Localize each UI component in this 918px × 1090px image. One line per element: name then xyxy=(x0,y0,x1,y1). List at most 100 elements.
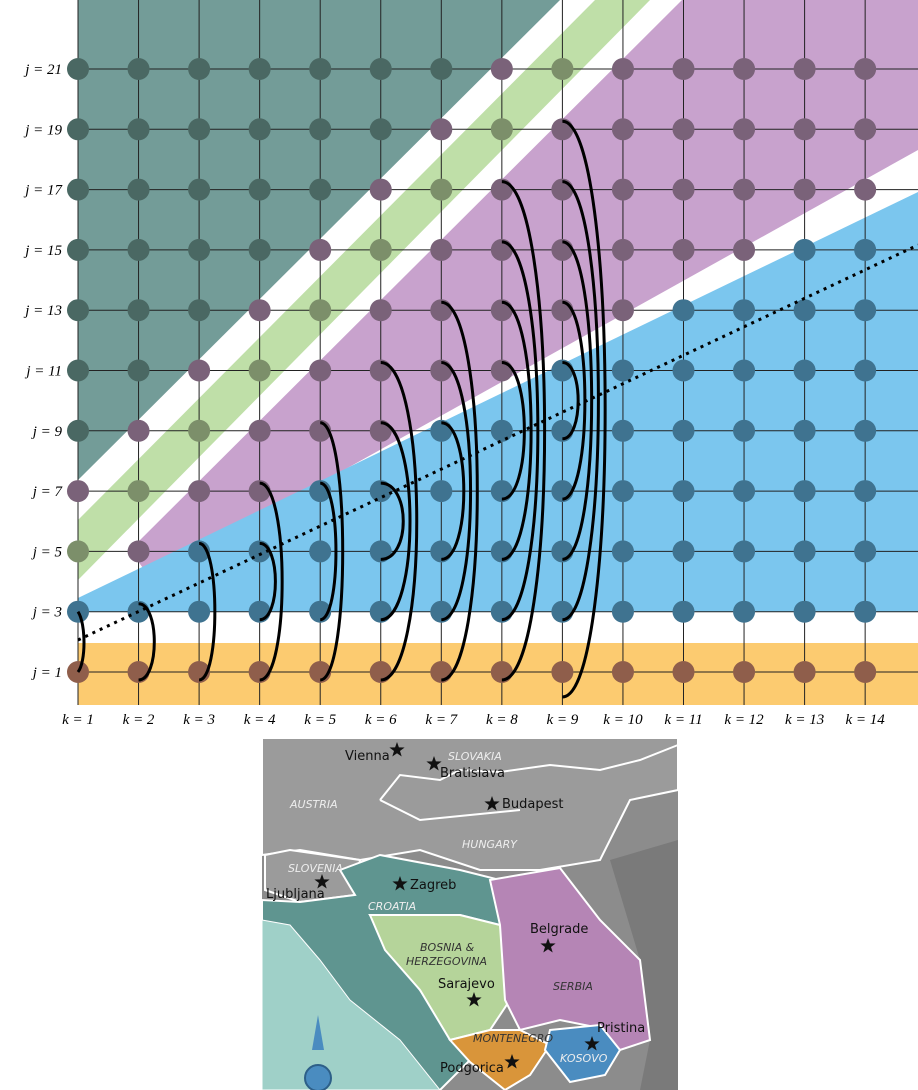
region-blue xyxy=(78,192,918,612)
lattice-dot xyxy=(188,600,211,623)
loop xyxy=(501,300,533,561)
country-label: KOSOVO xyxy=(560,1052,608,1065)
loop xyxy=(380,421,412,622)
country-label: AUSTRIA xyxy=(289,798,338,811)
lattice-dot xyxy=(854,299,877,322)
loop xyxy=(561,240,594,561)
lattice-dot xyxy=(672,661,695,683)
lattice-dot xyxy=(188,299,211,322)
lattice-dot xyxy=(672,359,695,382)
lattice-dot xyxy=(248,178,271,201)
loop xyxy=(319,421,345,682)
lattice-dot xyxy=(188,419,211,442)
city-label: Sarajevo xyxy=(438,977,495,992)
loop xyxy=(440,421,466,561)
lattice-dot xyxy=(369,58,392,80)
column-label: k = 4 xyxy=(244,712,276,728)
loop xyxy=(138,602,156,682)
lattice-dot xyxy=(733,419,756,442)
city-label: Belgrade xyxy=(530,922,588,937)
lattice-dot xyxy=(611,58,634,80)
lattice-dot xyxy=(854,118,877,141)
lattice-dot xyxy=(490,540,513,563)
column-label: k = 7 xyxy=(425,712,458,728)
lattice-dot xyxy=(672,58,695,80)
lattice-dot xyxy=(854,661,877,683)
loop xyxy=(562,119,607,699)
lattice-dot xyxy=(733,299,756,322)
lattice-dot xyxy=(672,238,695,261)
lattice-dot xyxy=(672,600,695,623)
row-label: j = 3 xyxy=(31,605,62,621)
lattice-dot xyxy=(127,540,150,563)
lattice-dot xyxy=(733,600,756,623)
lattice-dot xyxy=(611,359,634,382)
loop xyxy=(561,361,580,441)
row-label: j = 15 xyxy=(23,243,62,259)
column-label: k = 6 xyxy=(365,712,397,728)
row-label: j = 9 xyxy=(31,424,63,440)
lattice-dot xyxy=(611,540,634,563)
lattice-dot xyxy=(793,600,816,623)
row-label: j = 17 xyxy=(23,183,63,199)
lattice-dot xyxy=(430,480,453,503)
lattice-dot xyxy=(854,600,877,623)
column-label: k = 9 xyxy=(547,712,579,728)
sea xyxy=(261,919,441,1090)
lattice-dot xyxy=(854,238,877,261)
lattice-dot xyxy=(67,359,89,382)
capital-star xyxy=(584,1036,600,1051)
lattice-dot xyxy=(551,661,574,683)
lattice-dot xyxy=(430,178,453,201)
lattice-dot xyxy=(854,480,877,503)
lattice-dot xyxy=(611,661,634,683)
lattice-dot xyxy=(248,419,271,442)
lattice-dot xyxy=(490,299,513,322)
lattice-dot xyxy=(67,238,89,261)
loop xyxy=(319,481,338,622)
lattice-dot xyxy=(793,118,816,141)
city-label: Pristina xyxy=(597,1021,645,1036)
lattice-dot xyxy=(67,540,89,563)
lattice-dot xyxy=(248,359,271,382)
country-label: SLOVENIA xyxy=(288,862,343,875)
column-label: k = 8 xyxy=(486,712,518,728)
lattice-dot xyxy=(611,238,634,261)
lattice-dot xyxy=(490,600,513,623)
capital-star xyxy=(314,874,330,889)
lattice-dot xyxy=(309,359,332,382)
column-label: k = 14 xyxy=(846,712,886,728)
city-label: Budapest xyxy=(502,797,564,812)
lattice-dot xyxy=(188,480,211,503)
compass-needle xyxy=(312,1015,324,1050)
lattice-dot xyxy=(793,540,816,563)
lattice-dot xyxy=(309,299,332,322)
lattice-dot xyxy=(369,118,392,141)
lattice-dot xyxy=(793,359,816,382)
column-label: k = 11 xyxy=(664,712,702,728)
capital-star xyxy=(484,796,500,811)
lattice-dot xyxy=(611,178,634,201)
loop xyxy=(380,481,405,561)
lattice-dot xyxy=(733,118,756,141)
lattice-dot xyxy=(127,480,150,503)
lattice-dot xyxy=(793,58,816,80)
city-label: Ljubljana xyxy=(266,887,325,902)
lattice-dot xyxy=(733,58,756,80)
row-label: j = 1 xyxy=(31,665,62,681)
capital-star xyxy=(540,938,556,953)
lattice-dot xyxy=(854,419,877,442)
lattice-dot xyxy=(672,299,695,322)
montenegro xyxy=(448,1029,552,1090)
lattice-dot xyxy=(127,58,150,80)
dotted-line xyxy=(77,243,918,642)
lattice-dot xyxy=(369,299,392,322)
lattice-dot xyxy=(430,238,453,261)
lattice-dot xyxy=(67,118,89,141)
city-label: Bratislava xyxy=(440,766,505,781)
lattice-dot xyxy=(854,58,877,80)
lattice-dot xyxy=(672,118,695,141)
lattice-dot xyxy=(67,299,89,322)
lattice-dot xyxy=(490,359,513,382)
lattice-dot xyxy=(793,299,816,322)
